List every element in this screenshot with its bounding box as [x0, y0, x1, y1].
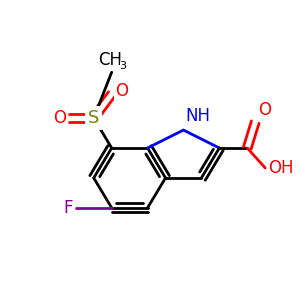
- Text: O: O: [258, 101, 271, 119]
- Text: NH: NH: [185, 107, 211, 125]
- Text: O: O: [115, 82, 128, 100]
- Text: OH: OH: [268, 159, 294, 177]
- Text: CH: CH: [98, 51, 122, 69]
- Text: 3: 3: [120, 61, 127, 71]
- Text: S: S: [88, 109, 99, 127]
- Text: F: F: [63, 199, 73, 217]
- Text: O: O: [53, 109, 66, 127]
